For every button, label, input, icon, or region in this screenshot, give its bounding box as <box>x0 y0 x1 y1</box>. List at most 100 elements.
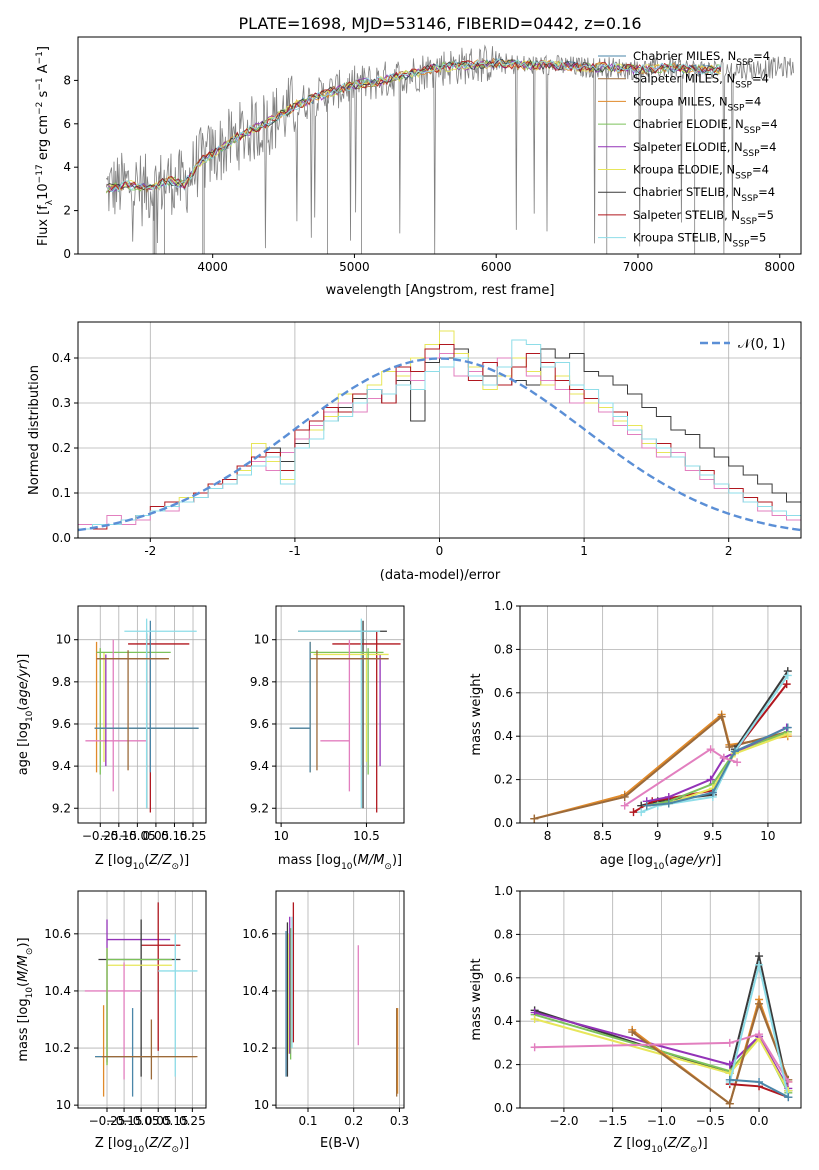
label-run: mass [log <box>16 998 31 1061</box>
weight-marker <box>530 1015 539 1024</box>
x-tick-label: 2 <box>725 544 733 558</box>
y-tick-label: 10 <box>56 1098 71 1112</box>
weight-marker <box>755 999 764 1008</box>
x-tick-label: 9 <box>654 829 662 843</box>
weight-marker <box>725 1075 734 1084</box>
x-tick-label: −1.5 <box>598 1114 627 1128</box>
y-tick-label: 0.4 <box>494 729 513 743</box>
label-run: −17 <box>35 164 45 183</box>
y-tick-label: 9.4 <box>250 759 269 773</box>
y-tick-label: 0.0 <box>52 531 71 545</box>
y-axis-label: mass weight <box>469 958 484 1040</box>
x-tick-label: −0.15 <box>106 1114 143 1128</box>
x-tick-label: −1.0 <box>647 1114 676 1128</box>
label-run: 10 <box>133 862 145 872</box>
weight-marker <box>620 792 629 801</box>
label-run: SSP <box>743 149 760 159</box>
figure-title: PLATE=1698, MJD=53146, FIBERID=0442, z=0… <box>238 14 641 33</box>
y-tick-label: 10.4 <box>242 984 269 998</box>
label-run: 10 <box>341 862 353 872</box>
label-run: Chabrier STELIB, N <box>633 185 741 199</box>
y-tick-label: 0.2 <box>494 1058 513 1072</box>
label-run: Chabrier ELODIE, N <box>633 117 744 131</box>
label-run: ( <box>353 853 358 868</box>
y-tick-label: 0.4 <box>52 351 71 365</box>
label-run: Kroupa MILES, N <box>633 94 728 108</box>
model-spectrum <box>106 59 721 194</box>
label-run: Z/Z <box>667 1136 691 1151</box>
label-run: E(B-V) <box>320 1136 360 1151</box>
label-run: 10 <box>133 1145 145 1155</box>
label-run: Kroupa ELODIE, N <box>633 163 735 177</box>
x-axis-label: wavelength [Angstrom, rest frame] <box>326 283 555 298</box>
y-tick-label: 10 <box>56 633 71 647</box>
label-run: Salpeter MILES, N <box>633 72 735 86</box>
x-axis-label: age [log10(age/yr)] <box>600 853 722 872</box>
label-run: ( <box>16 706 31 711</box>
y-axis-label: mass weight <box>469 673 484 755</box>
x-tick-label: 8 <box>544 829 552 843</box>
label-run: )] <box>16 937 31 947</box>
x-tick-label: 0.25 <box>180 829 207 843</box>
y-tick-label: 10.6 <box>44 927 71 941</box>
label-run: ( <box>144 1136 149 1151</box>
y-tick-label: 6 <box>63 117 71 131</box>
label-run: SSP <box>740 217 757 227</box>
residuals-panel: -2 -1 0 1 2 0.0 0.1 0.2 0.3 0.4 (data-model)/error… <box>27 321 802 583</box>
label-run: SSP <box>735 172 752 182</box>
label-run: SSP <box>736 58 753 68</box>
weight-marker <box>530 814 539 823</box>
histogram-series <box>78 339 801 538</box>
label-run: =4 <box>758 185 775 199</box>
mass-vs-metallicity-panel: −0.25−0.15−0.050.050.150.25 10 10.2 10.4 10.… <box>16 890 207 1155</box>
mass-vs-ebv-panel: 0.1 0.2 0.3 10 10.2 10.4 10.6 E(B-V) <box>242 890 409 1151</box>
weight-marker <box>784 1093 793 1102</box>
weight-marker <box>706 775 715 784</box>
weight-marker <box>755 960 764 969</box>
label-run: s <box>36 90 51 101</box>
label-run: =4 <box>744 94 761 108</box>
y-tick-label: 9.6 <box>250 717 269 731</box>
label-run: SSP <box>733 240 750 250</box>
legend-entry: 𝒩(0, 1) <box>738 337 785 352</box>
label-run: ] <box>36 46 51 51</box>
plot-area <box>78 330 801 538</box>
label-run: ⊙ <box>171 862 179 872</box>
weight-marker <box>725 1060 734 1069</box>
label-run: λ <box>45 199 55 205</box>
x-axis-label: mass [log10(M/M⊙)] <box>278 853 402 872</box>
legend-entry: Chabrier MILES, NSSP=4 <box>633 49 770 68</box>
label-run: M/M <box>358 853 385 868</box>
y-tick-label: 9.6 <box>52 717 71 731</box>
axes-frame <box>77 890 207 1109</box>
x-tick-label: 0.25 <box>179 1114 206 1128</box>
x-tick-label: −2.0 <box>549 1114 578 1128</box>
y-tick-label: 8 <box>63 73 71 87</box>
label-run: )] <box>179 1136 189 1151</box>
label-run: ( <box>663 1136 668 1151</box>
x-tick-label: 0.05 <box>143 829 170 843</box>
y-tick-label: 0.8 <box>494 927 513 941</box>
y-tick-label: 10.4 <box>44 984 71 998</box>
legend-entry: Salpeter ELODIE, NSSP=4 <box>633 140 776 159</box>
x-tick-label: 10.5 <box>353 829 380 843</box>
legend-entry: Salpeter MILES, NSSP=4 <box>633 72 769 91</box>
y-tick-label: 0 <box>63 247 71 261</box>
y-tick-label: 1.0 <box>494 884 513 898</box>
label-run: 10 <box>651 1145 663 1155</box>
spectrum-panel: 4000 5000 6000 7000 8000 0 2 4 6 8 wavelength [Ang… <box>35 36 802 298</box>
label-run: Salpeter ELODIE, N <box>633 140 743 154</box>
x-tick-label: 1 <box>580 544 588 558</box>
y-tick-label: 10.2 <box>44 1041 71 1055</box>
plot-area <box>84 902 198 1097</box>
normal-curve <box>78 357 801 532</box>
x-axis-label: Z [log10(Z/Z⊙)] <box>613 1136 707 1155</box>
label-run: )] <box>16 654 31 664</box>
y-tick-label: 10 <box>254 633 269 647</box>
model-spectrum <box>106 58 721 193</box>
y-tick-label: 10.6 <box>242 927 269 941</box>
x-tick-label: 0.05 <box>145 1114 172 1128</box>
